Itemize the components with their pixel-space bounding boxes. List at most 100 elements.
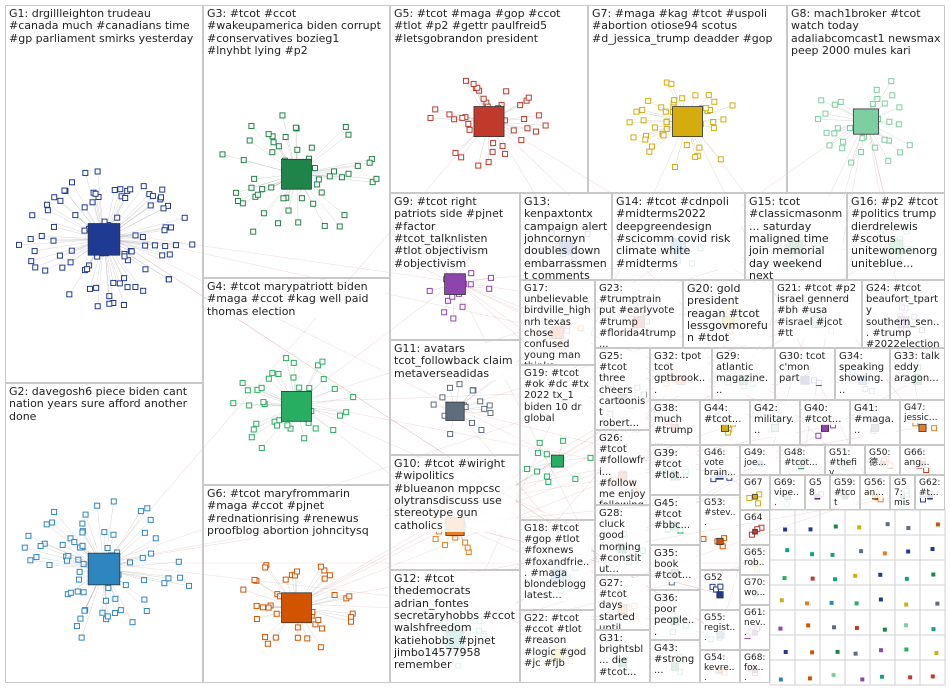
- group-label: G66: ang...: [904, 448, 941, 469]
- node: [270, 139, 277, 146]
- group-panel: G65: rob...: [740, 545, 770, 575]
- group-panel: G58: [805, 475, 830, 510]
- node: [321, 567, 328, 574]
- node: [73, 623, 80, 630]
- node: [21, 544, 28, 551]
- small-group: [819, 659, 846, 686]
- node: [81, 607, 88, 614]
- node: [810, 650, 815, 655]
- node: [102, 597, 109, 604]
- small-group: [894, 509, 921, 536]
- node: [822, 110, 829, 117]
- small-group: [919, 659, 946, 686]
- node: [475, 162, 482, 169]
- node: [833, 577, 838, 582]
- node: [710, 118, 717, 125]
- group-label: G58: [809, 478, 826, 499]
- node: [782, 576, 787, 581]
- node: [298, 195, 305, 202]
- node: [290, 359, 297, 366]
- node: [895, 121, 902, 128]
- group-panel: G29: atlantic magazine...: [712, 348, 775, 400]
- node: [141, 596, 148, 603]
- node: [705, 92, 712, 99]
- small-group: [919, 584, 946, 611]
- group-label: G29: atlantic magazine...: [716, 351, 771, 396]
- node: [462, 539, 469, 546]
- node: [234, 198, 241, 205]
- group-panel: G66: ang...: [900, 445, 945, 475]
- node: [140, 287, 147, 294]
- node: [42, 267, 49, 274]
- node: [639, 106, 646, 113]
- node: [68, 179, 75, 186]
- group-panel: G44: #tcot...: [700, 400, 750, 445]
- node: [645, 97, 652, 104]
- node: [294, 146, 301, 153]
- node: [469, 387, 476, 394]
- node: [63, 557, 70, 564]
- node: [343, 409, 350, 416]
- node: [165, 575, 172, 582]
- node: [336, 223, 343, 230]
- group-panel: G67: [740, 475, 770, 510]
- node: [105, 585, 112, 592]
- group-panel: G68: fox...: [740, 650, 770, 683]
- node: [903, 623, 908, 628]
- hub-node: [87, 223, 121, 256]
- group-label: G34: speaking showing...: [839, 351, 886, 396]
- small-group: [794, 534, 821, 561]
- group-label: G35: book #tcot...: [654, 548, 696, 582]
- group-label: G47: jessic...: [904, 403, 941, 424]
- node: [373, 175, 380, 182]
- group-panel: G21: #tcot #p2 israel gennerd #bh #usa #…: [773, 280, 862, 348]
- group-panel: G11: avatars tcot_followback claim metav…: [390, 340, 520, 455]
- node: [140, 183, 147, 190]
- node: [432, 536, 439, 543]
- group-panel: G13: kenpaxtontx campaign alert johncorn…: [520, 193, 612, 280]
- group-label: G10: #tcot #wiright #wipolitics #blueano…: [394, 457, 516, 532]
- node: [465, 120, 472, 127]
- node: [317, 563, 324, 570]
- node: [534, 468, 541, 475]
- group-panel: G30: tcot c'mon part: [775, 348, 835, 400]
- node: [499, 143, 506, 150]
- node: [117, 607, 124, 614]
- group-panel: G9: #tcot right patriots side #pjnet #fa…: [390, 193, 520, 340]
- group-panel: G26: #tcot #followfri... #followme enjoy…: [595, 430, 650, 505]
- small-group: [844, 559, 871, 586]
- node: [663, 125, 670, 132]
- node: [79, 529, 86, 536]
- node: [878, 572, 883, 577]
- node: [50, 223, 57, 230]
- node: [651, 124, 658, 131]
- group-panel: G48: #tcot...: [780, 445, 825, 475]
- node: [290, 374, 297, 381]
- group-label: G20: gold president reagan #tcot lessgov…: [687, 282, 769, 345]
- group-label: G7: #maga #kag #tcot #uspoli #abortion o…: [592, 7, 783, 45]
- node: [57, 197, 64, 204]
- group-panel: G6: #tcot maryfrommarin #maga #ccot #pjn…: [203, 485, 390, 683]
- node: [810, 552, 815, 557]
- node: [143, 607, 150, 614]
- node: [112, 595, 119, 602]
- node: [814, 115, 821, 122]
- group-label: G70: wo...: [744, 578, 766, 599]
- node: [87, 285, 94, 292]
- group-label: G65: rob...: [744, 548, 766, 574]
- node: [807, 676, 812, 681]
- group-panel: G27: #tcot days started until end...: [595, 575, 650, 630]
- node: [51, 508, 58, 515]
- node: [823, 129, 830, 136]
- node: [248, 434, 255, 441]
- group-panel: G42: military...: [750, 400, 800, 445]
- node: [439, 394, 446, 401]
- node: [68, 247, 75, 254]
- group-panel: G55: regist...: [700, 610, 740, 650]
- node: [858, 149, 865, 156]
- node: [275, 370, 282, 377]
- node: [282, 134, 289, 141]
- node: [833, 524, 838, 529]
- group-label: G11: avatars tcot_followback claim metav…: [394, 342, 516, 380]
- small-group: [919, 609, 946, 636]
